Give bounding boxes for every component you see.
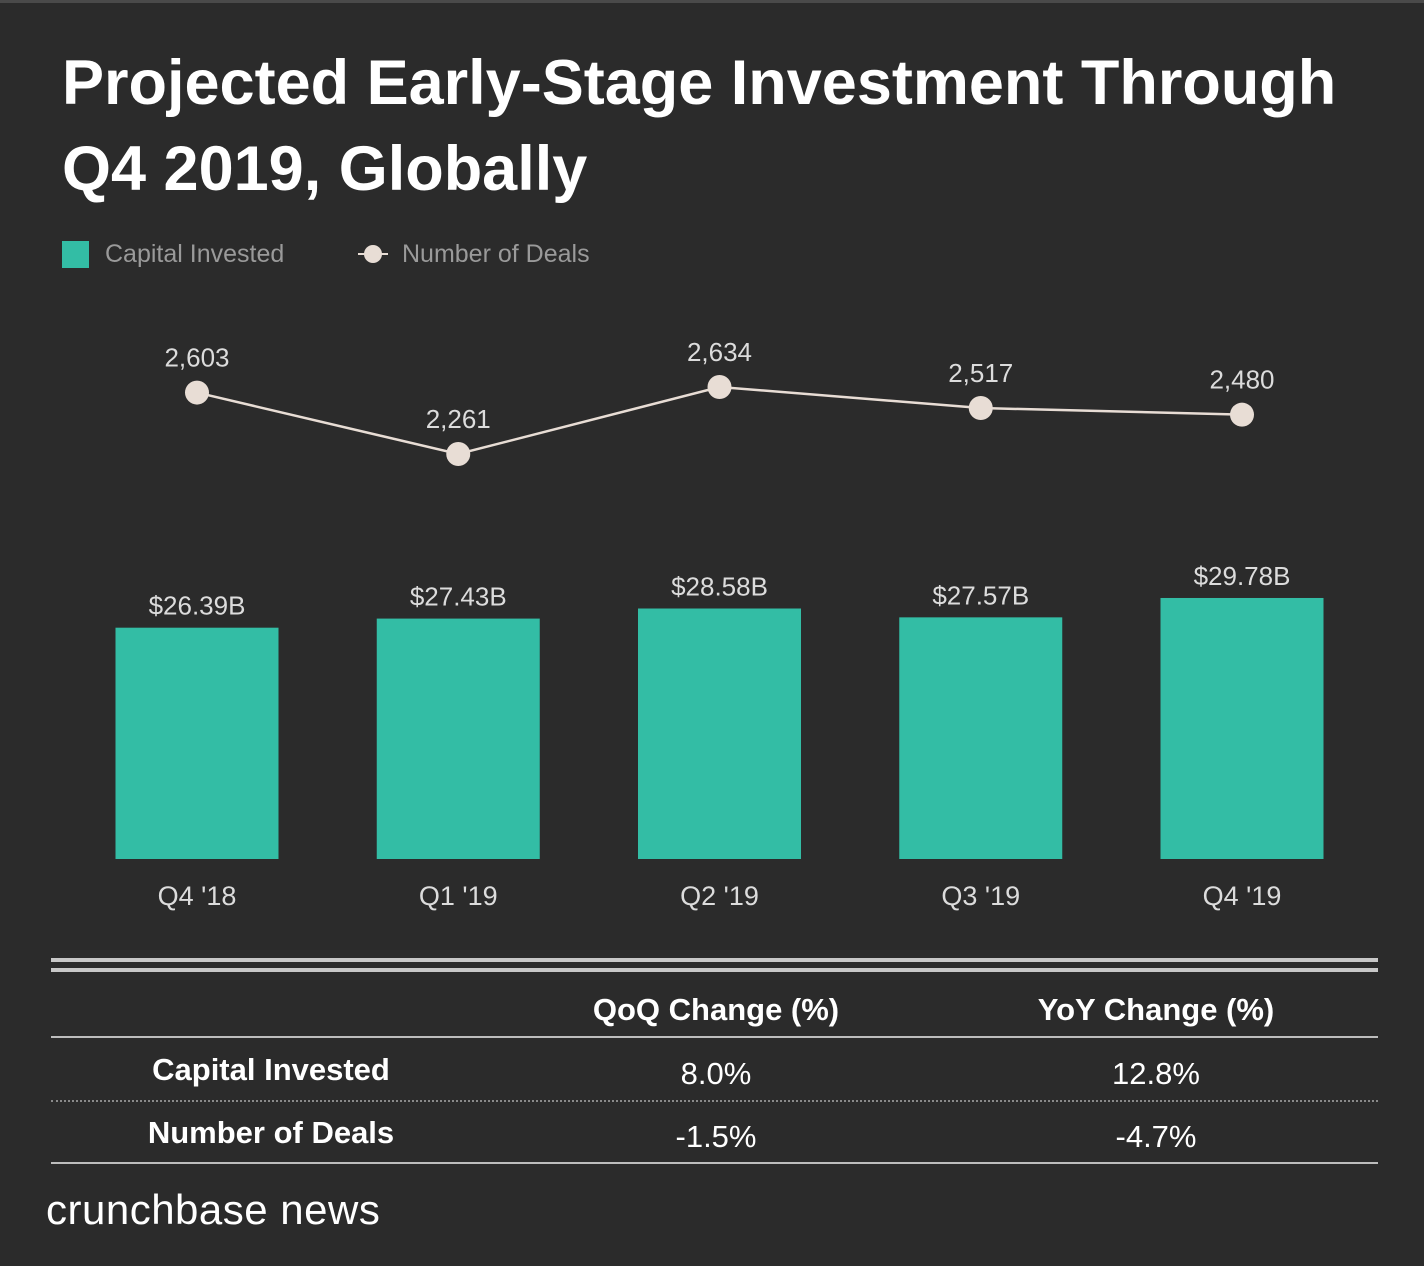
x-tick-label: Q2 '19 [680, 881, 759, 911]
bar-value-label: $29.78B [1194, 561, 1291, 591]
deals-point [446, 442, 471, 466]
deals-point [968, 396, 993, 421]
x-tick-label: Q1 '19 [419, 881, 498, 911]
table-row: Number of Deals -1.5% -4.7% [51, 1115, 1378, 1163]
bar-value-label: $28.58B [671, 571, 768, 601]
header-qoq: QoQ Change (%) [592, 992, 840, 1027]
deals-value-label: 2,480 [1209, 365, 1274, 395]
deals-value-label: 2,634 [687, 337, 752, 367]
bar [1160, 597, 1324, 859]
bar-value-label: $27.43B [410, 582, 507, 612]
top-border [0, 0, 1424, 3]
row-divider [51, 1100, 1378, 1102]
table-bottom-rule [51, 1162, 1378, 1164]
bar-value-label: $26.39B [149, 591, 246, 621]
x-tick-label: Q4 '18 [158, 881, 237, 911]
deals-value-label: 2,603 [164, 343, 229, 373]
combo-chart: $26.39B Q4 '18 $27.43B Q1 '19 $28.58B Q2 '19 $… [115, 337, 1324, 911]
header-divider [51, 1036, 1378, 1038]
bar [115, 627, 279, 859]
bar-swatch-icon [62, 240, 89, 268]
x-tick-label: Q3 '19 [941, 881, 1020, 911]
bar [376, 618, 540, 859]
legend-label-number-of-deals: Number of Deals [402, 239, 590, 268]
deals-yoy-value: -4.7% [1115, 1119, 1197, 1154]
line-marker-icon [358, 244, 388, 264]
row-label-number-of-deals: Number of Deals [147, 1115, 395, 1150]
table-top-rule [51, 958, 1378, 962]
legend-item-number-of-deals: Number of Deals [358, 236, 590, 272]
bar [899, 617, 1063, 859]
capital-yoy-value: 12.8% [1112, 1056, 1200, 1091]
header-yoy: YoY Change (%) [1037, 992, 1275, 1027]
deals-value-label: 2,261 [426, 404, 491, 434]
table-top-rule-2 [51, 968, 1378, 972]
brand-logo: crunchbase news [46, 1186, 381, 1233]
table-row: Capital Invested 8.0% 12.8% [51, 1052, 1378, 1100]
legend-label-capital-invested: Capital Invested [105, 239, 285, 268]
capital-qoq-value: 8.0% [680, 1056, 752, 1091]
deals-value-label: 2,517 [948, 358, 1013, 388]
deals-point [185, 380, 209, 405]
table-header-row: QoQ Change (%) YoY Change (%) [51, 992, 1378, 1040]
legend-item-capital-invested: Capital Invested [62, 236, 284, 272]
deals-point [1230, 402, 1254, 427]
x-tick-label: Q4 '19 [1203, 881, 1282, 911]
bar-value-label: $27.57B [932, 580, 1029, 610]
chart-title: Projected Early-Stage Investment Through… [62, 48, 1337, 204]
deals-qoq-value: -1.5% [675, 1119, 757, 1154]
row-label-capital-invested: Capital Invested [152, 1052, 390, 1087]
bar [638, 608, 801, 859]
deals-point [707, 375, 732, 399]
